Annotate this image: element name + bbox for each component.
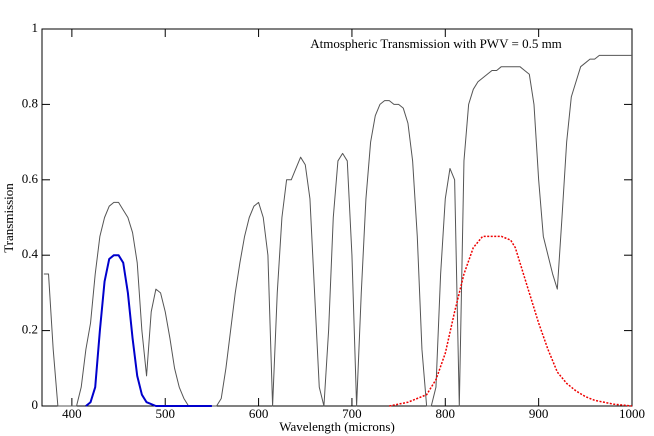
series-line [43,54,632,407]
y-axis-label: Transmission [1,183,16,253]
x-tick-label: 400 [62,406,82,421]
y-tick-label: 0.2 [22,322,38,337]
x-axis-label: Wavelength (microns) [279,419,395,434]
y-tick-label: 0.4 [22,246,39,261]
y-tick-label: 0.8 [22,95,38,110]
series-line [389,235,633,407]
series-line [85,254,212,407]
chart-title: Atmospheric Transmission with PWV = 0.5 … [310,36,562,51]
y-tick-label: 0 [32,397,39,412]
x-tick-label: 800 [436,406,456,421]
x-tick-label: 600 [249,406,269,421]
y-tick-label: 1 [32,20,39,35]
x-tick-label: 1000 [619,406,645,421]
plot-frame [41,28,633,407]
x-tick-label: 900 [529,406,549,421]
x-tick-label: 700 [342,406,362,421]
y-tick-label: 0.6 [22,171,39,186]
x-tick-label: 500 [155,406,175,421]
